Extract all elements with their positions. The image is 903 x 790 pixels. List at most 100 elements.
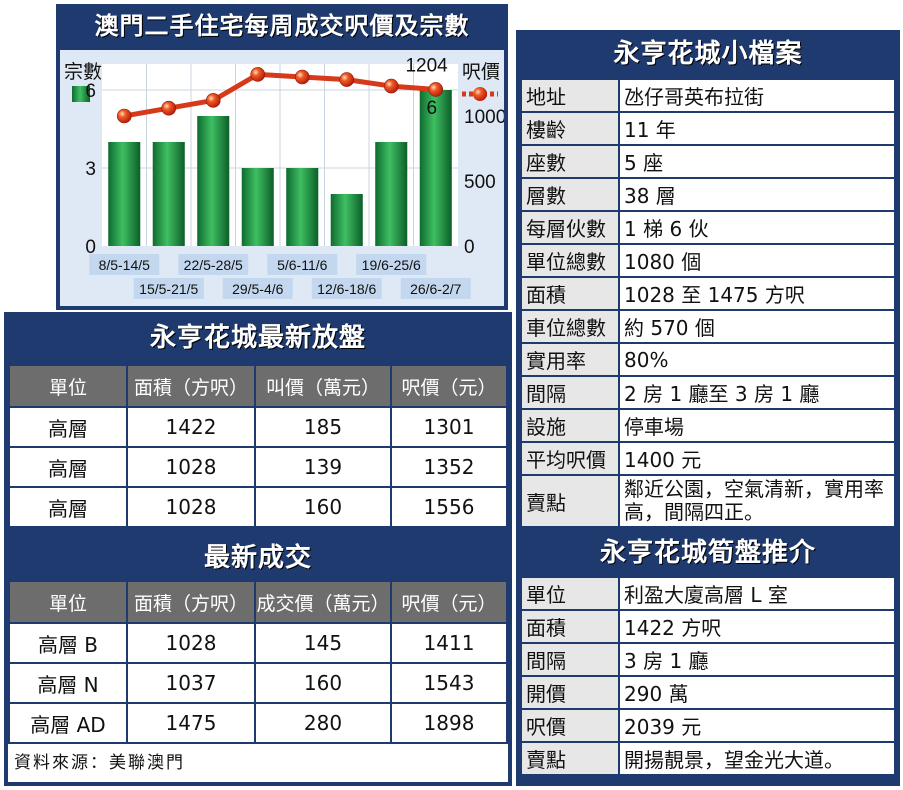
table-cell: 185 bbox=[254, 406, 392, 448]
table-row: 車位總數約 570 個 bbox=[520, 309, 896, 344]
col-header: 面積（方呎） bbox=[126, 580, 256, 624]
bar bbox=[286, 168, 319, 246]
col-header: 成交價（萬元） bbox=[254, 580, 392, 624]
table-row: 高層 1422 185 1301 bbox=[8, 406, 508, 448]
table-row: 每層伙數 1 梯 6 伙 bbox=[520, 210, 896, 245]
bar bbox=[197, 116, 230, 246]
table-row: 開價 290 萬 bbox=[520, 675, 896, 710]
profile-title: 永亨花城小檔案 bbox=[613, 39, 803, 69]
col-header: 單位 bbox=[8, 580, 128, 624]
right-axis-label: 呎價 bbox=[462, 61, 500, 83]
row-value: 1080 個 bbox=[618, 243, 896, 278]
table-row: 高層 1028 160 1556 bbox=[8, 486, 508, 528]
row-key: 開價 bbox=[520, 675, 620, 710]
table-cell: 1475 bbox=[126, 702, 256, 744]
table-cell: 145 bbox=[254, 622, 392, 664]
line-point bbox=[205, 93, 221, 108]
table-row: 賣點 鄰近公園，空氣清新，實用率高，間隔四正。 bbox=[520, 474, 896, 528]
bar bbox=[241, 168, 274, 246]
category-label: 22/5-28/5 bbox=[184, 257, 243, 273]
col-header: 呎價（元） bbox=[390, 580, 508, 624]
row-key: 每層伙數 bbox=[520, 210, 620, 245]
category-label-bg bbox=[400, 278, 471, 299]
table-row: 層數 38 層 bbox=[520, 177, 896, 212]
category-label-bg bbox=[222, 278, 293, 299]
category-label: 29/5-4/6 bbox=[232, 281, 284, 297]
row-key: 賣點 bbox=[520, 741, 620, 776]
price-line bbox=[123, 71, 436, 119]
table-cell: 1422 bbox=[126, 406, 256, 448]
table-cell: 160 bbox=[254, 486, 392, 528]
row-key: 樓齡 bbox=[520, 111, 620, 146]
table-cell: 1898 bbox=[390, 702, 508, 744]
profile-panel: 永亨花城小檔案 地址 氹仔哥英布拉街 樓齡 11 年 座數 5 座 層數 38 層 每層… bbox=[516, 30, 900, 530]
table-row: 設施 停車場 bbox=[520, 408, 896, 443]
row-key: 單位總數 bbox=[520, 243, 620, 278]
row-key: 間隔 bbox=[520, 642, 620, 677]
col-header: 呎價（元） bbox=[390, 364, 508, 408]
line-point bbox=[116, 108, 132, 124]
category-label: 26/6-2/7 bbox=[410, 281, 462, 297]
table-cell: 高層 bbox=[8, 406, 128, 448]
table-row: 賣點 開揚靚景，望金光大道。 bbox=[520, 741, 896, 776]
line-point bbox=[428, 82, 444, 97]
table-row: 間隔 2 房 1 廳至 3 房 1 廳 bbox=[520, 375, 896, 410]
chart-area: 宗數 呎價 0 3 6 0 500 1000 1204 6 8/5-14/5 15/5-21/5 22/… bbox=[60, 50, 504, 306]
row-value: 2039 元 bbox=[618, 708, 896, 743]
row-value: 80% bbox=[618, 342, 896, 377]
bar bbox=[375, 142, 408, 246]
table-cell: 高層 B bbox=[8, 622, 128, 664]
row-key: 設施 bbox=[520, 408, 620, 443]
bar bbox=[419, 90, 452, 246]
row-key: 單位 bbox=[520, 576, 620, 611]
table-cell: 1543 bbox=[390, 662, 508, 704]
deals-table: 單位 面積（方呎） 成交價（萬元） 呎價（元） 高層 B 1028 145 14… bbox=[8, 580, 508, 744]
table-row: 平均呎價 1400 元 bbox=[520, 441, 896, 476]
table-cell: 高層 bbox=[8, 486, 128, 528]
table-cell: 1352 bbox=[390, 446, 508, 488]
line-point bbox=[294, 69, 310, 85]
table-cell: 1301 bbox=[390, 406, 508, 448]
legend-bar-swatch bbox=[72, 86, 90, 102]
category-label-bg bbox=[133, 278, 204, 299]
line-point bbox=[383, 78, 399, 94]
row-key: 平均呎價 bbox=[520, 441, 620, 476]
category-label: 5/6-11/6 bbox=[277, 257, 328, 273]
left-tick-label: 3 bbox=[85, 159, 96, 180]
promo-table: 單位 利盈大廈高層 L 室 面積 1422 方呎 間隔 3 房 1 廳 開價 290 萬… bbox=[520, 576, 896, 776]
table-row: 樓齡 11 年 bbox=[520, 111, 896, 146]
category-label-bg bbox=[311, 278, 382, 299]
promo-title: 永亨花城筍盤推介 bbox=[599, 538, 816, 568]
deals-title: 最新成交 bbox=[203, 543, 312, 573]
table-cell: 1028 bbox=[126, 486, 256, 528]
row-value: 停車場 bbox=[618, 408, 896, 443]
row-value: 1400 元 bbox=[618, 441, 896, 476]
table-row: 高層 AD 1475 280 1898 bbox=[8, 702, 508, 744]
category-label: 12/6-18/6 bbox=[317, 281, 376, 297]
row-value: 利盈大廈高層 L 室 bbox=[618, 576, 896, 611]
listing-title: 永亨花城最新放盤 bbox=[149, 323, 366, 353]
row-value: 1 梯 6 伙 bbox=[618, 210, 896, 245]
table-row: 面積 1422 方呎 bbox=[520, 609, 896, 644]
category-label: 15/5-21/5 bbox=[139, 281, 198, 297]
table-cell: 高層 AD bbox=[8, 702, 128, 744]
right-tick-label: 0 bbox=[464, 237, 475, 258]
row-key: 地址 bbox=[520, 78, 620, 113]
table-cell: 1037 bbox=[126, 662, 256, 704]
row-key: 呎價 bbox=[520, 708, 620, 743]
table-cell: 1028 bbox=[126, 622, 256, 664]
listing-panel: 永亨花城最新放盤 單位 面積（方呎） 叫價（萬元） 呎價（元） 高層 1422 … bbox=[4, 312, 512, 532]
table-row: 高層 1028 139 1352 bbox=[8, 446, 508, 488]
table-row: 單位總數 1080 個 bbox=[520, 243, 896, 278]
category-label: 8/5-14/5 bbox=[99, 257, 151, 273]
chart-panel: 澳門二手住宅每周成交呎價及宗數 宗數 呎價 0 3 6 0 500 1000 1204 6 8/5-… bbox=[56, 4, 508, 310]
row-key: 賣點 bbox=[520, 474, 620, 528]
chart-title: 澳門二手住宅每周成交呎價及宗數 bbox=[94, 12, 470, 40]
table-cell: 1556 bbox=[390, 486, 508, 528]
table-header-row: 單位 面積（方呎） 成交價（萬元） 呎價（元） bbox=[8, 580, 508, 624]
row-value: 鄰近公園，空氣清新，實用率高，間隔四正。 bbox=[618, 474, 896, 528]
table-row: 呎價 2039 元 bbox=[520, 708, 896, 743]
table-cell: 1411 bbox=[390, 622, 508, 664]
row-value: 氹仔哥英布拉街 bbox=[618, 78, 896, 113]
listing-table: 單位 面積（方呎） 叫價（萬元） 呎價（元） 高層 1422 185 1301 … bbox=[8, 364, 508, 528]
